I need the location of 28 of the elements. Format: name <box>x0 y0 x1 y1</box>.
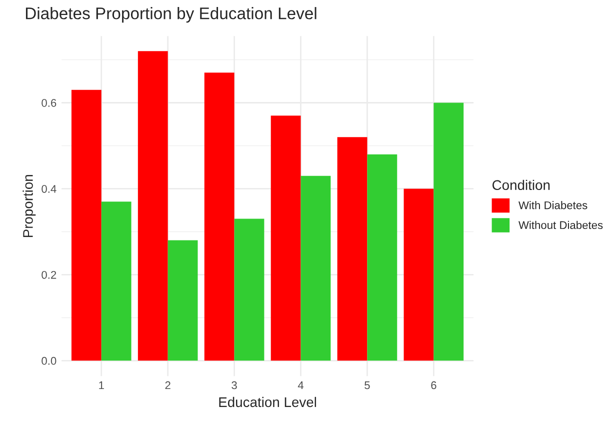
y-tick-label: 0.4 <box>42 184 56 193</box>
bar <box>71 90 102 361</box>
x-tick-label: 4 <box>298 381 304 390</box>
bar <box>337 137 368 361</box>
y-tick-label: 0.2 <box>42 270 56 279</box>
legend-label: With Diabetes <box>518 201 588 210</box>
x-tick-label: 3 <box>232 381 237 390</box>
bar <box>270 116 301 361</box>
x-tick-label: 2 <box>165 381 170 390</box>
y-tick-label: 0.0 <box>42 356 56 365</box>
bar <box>404 188 434 361</box>
legend-title: Condition <box>492 180 550 190</box>
bar <box>300 176 331 361</box>
x-tick-label: 1 <box>99 381 104 390</box>
bar <box>234 218 264 361</box>
bar <box>101 202 132 361</box>
legend-label: Without Diabetes <box>518 220 603 230</box>
bar <box>434 102 464 361</box>
x-axis-title: Education Level <box>219 396 316 408</box>
bar <box>204 72 234 361</box>
y-tick-label: 0.6 <box>42 99 56 107</box>
x-tick-label: 5 <box>364 381 370 390</box>
bar <box>138 51 168 361</box>
bar <box>168 240 198 361</box>
x-tick-label: 6 <box>431 381 436 390</box>
bar <box>367 154 398 361</box>
chart-title: Diabetes Proportion by Education Level <box>26 7 316 23</box>
y-axis-title: Proportion <box>22 174 36 238</box>
